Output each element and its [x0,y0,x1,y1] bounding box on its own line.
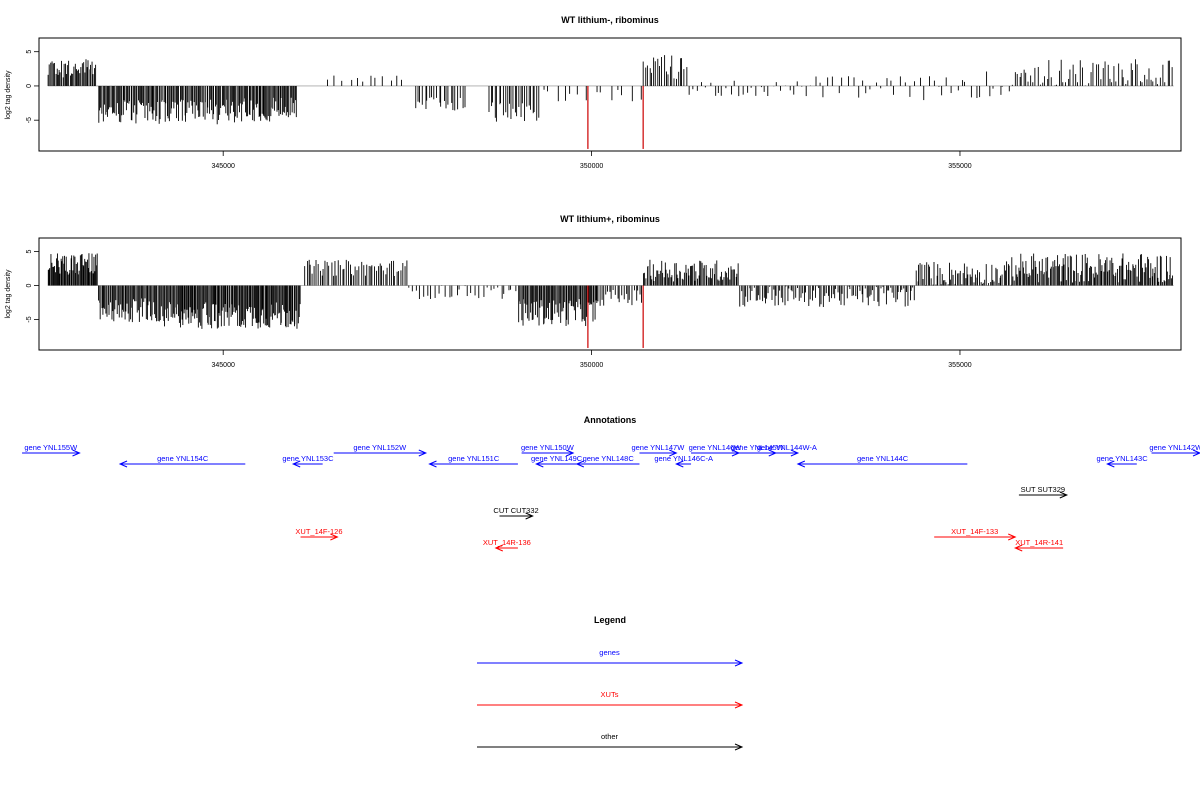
annotation-arrow [575,460,640,468]
annotation-label: CUT CUT332 [493,506,538,515]
annotation-label: gene YNL155W [24,443,78,452]
panel-1-x-axis: 345000 350000 355000 [212,151,972,170]
panel-1-markers [587,85,644,149]
panel-lithium-plus: WT lithium+, ribominus 345000 350000 35500… [5,214,1182,369]
annotation-label: XUT_14R-141 [1015,538,1063,547]
annotation-label: XUT_14F-126 [295,527,342,536]
annotation-label: gene YNL149C [531,454,583,463]
annotation-label: XUT_14R-136 [483,538,531,547]
annotation-arrow [521,449,575,457]
annotation-label: SUT SUT329 [1021,485,1065,494]
annotation-arrow [796,460,968,468]
annotation-arrow [1013,544,1064,552]
annotation-arrow [934,533,1017,541]
panel-1-plot-frame [38,37,1182,152]
panel-1-title: WT lithium-, ribominus [561,15,659,25]
panel-2-y-label: log2 tag density [5,269,12,319]
annotations-title: Annotations [584,415,637,425]
annotation-label: gene YNL144W-A [757,443,817,452]
panel-1-y-axis: -5 0 5 [26,50,39,123]
annotation-label: gene YNL144C [857,454,909,463]
legend-arrow [477,743,744,751]
annotation-arrow [118,460,246,468]
x-tick-label: 355000 [948,163,971,170]
legend-arrow [477,659,744,667]
annotation-arrow [300,533,339,541]
x-tick-label: 345000 [212,362,235,369]
annotation-arrow [333,449,428,457]
annotation-label: gene YNL148C [583,454,635,463]
panel-2-y-axis: -5 0 5 [26,250,39,323]
y-tick-label: 0 [26,84,33,88]
annotation-label: gene YNL151C [448,454,500,463]
panel-2-markers [587,285,644,348]
annotation-arrow [639,449,678,457]
annotation-arrow [428,460,518,468]
annotation-arrow [291,460,323,468]
legend-label: other [601,732,619,741]
annotation-label: gene YNL146W [689,443,743,452]
annotation-label: gene YNL145W [731,443,785,452]
annotation-label: gene YNL152W [353,443,407,452]
annotation-arrow [675,460,692,468]
legend-label: XUTs [601,690,619,699]
legend: Legend genes XUTs other [477,615,744,751]
annotation-arrow [535,460,577,468]
panel-lithium-minus: WT lithium-, ribominus 345000 350000 35500… [5,15,1182,170]
y-tick-label: 5 [26,50,33,54]
y-tick-label: -5 [26,316,33,322]
y-tick-label: -5 [26,117,33,123]
annotation-label: gene YNL154C [157,454,209,463]
annotation-label: gene YNL146C-A [654,454,713,463]
legend-arrow [477,701,744,709]
annotation-arrow [1018,491,1069,499]
panel-1-y-label: log2 tag density [5,70,12,120]
y-tick-label: 0 [26,283,33,287]
annotation-arrow [775,449,800,457]
annotation-arrow [22,449,81,457]
annotation-label: gene YNL150W [521,443,575,452]
panel-2-plot-frame [38,237,1182,351]
panel-1-bars [47,55,1173,125]
annotation-label: XUT_14F-133 [951,527,998,536]
panel-2-bars [47,253,1174,329]
annotation-label: gene YNL142W [1149,443,1200,452]
panel-2-x-axis: 345000 350000 355000 [212,350,972,369]
panel-2-title: WT lithium+, ribominus [560,214,660,224]
x-tick-label: 350000 [580,163,603,170]
x-tick-label: 345000 [212,163,235,170]
legend-entries: genes XUTs other [477,648,744,751]
annotation-arrow [499,512,534,520]
legend-label: genes [599,648,620,657]
x-tick-label: 355000 [948,362,971,369]
y-tick-label: 5 [26,250,33,254]
annotation-arrow [1151,449,1200,457]
annotation-arrow [494,544,518,552]
annotation-label: gene YNL153C [282,454,334,463]
x-tick-label: 350000 [580,362,603,369]
legend-title: Legend [594,615,626,625]
annotation-label: gene YNL143C [1096,454,1148,463]
annotation-arrow [1106,460,1137,468]
annotation-features: gene YNL155W gene YNL154C gene YNL153C gene… [22,443,1200,552]
annotation-label: gene YNL147W [631,443,685,452]
